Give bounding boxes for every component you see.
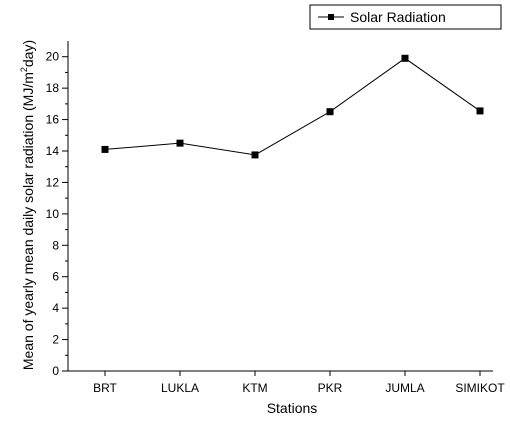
y-tick-label: 2 — [52, 333, 59, 347]
y-tick-label: 10 — [46, 207, 60, 221]
y-tick-label: 18 — [46, 81, 60, 95]
x-axis-title: Stations — [267, 400, 318, 416]
x-tick-label: PKR — [318, 381, 343, 395]
data-point-marker — [326, 108, 334, 116]
y-axis-title-main: Mean of yearly mean daily solar radiatio… — [20, 72, 36, 370]
x-tick-label: KTM — [242, 381, 267, 395]
data-point-marker — [101, 145, 109, 153]
axes — [67, 41, 493, 372]
x-tick-label: JUMLA — [385, 381, 424, 395]
x-tick-label: SIMIKOT — [455, 381, 505, 395]
x-tick-label: BRT — [93, 381, 117, 395]
y-ticks: 0 2 4 6 8 10 12 14 16 18 20 — [46, 50, 68, 378]
series-group — [101, 54, 484, 159]
y-axis-title-sup: 2 — [19, 67, 29, 72]
y-tick-label: 0 — [52, 364, 59, 378]
y-tick-label: 16 — [46, 113, 60, 127]
series-line — [104, 57, 481, 156]
y-tick-label: 12 — [46, 175, 60, 189]
y-tick-label: 6 — [52, 270, 59, 284]
y-tick-label: 20 — [46, 50, 60, 64]
legend-label: Solar Radiation — [350, 9, 446, 25]
x-tick-label: LUKLA — [161, 381, 199, 395]
data-point-marker — [251, 151, 259, 159]
y-tick-label: 8 — [52, 238, 59, 252]
data-point-marker — [176, 139, 184, 147]
data-point-marker — [401, 54, 409, 62]
y-axis-title: Mean of yearly mean daily solar radiatio… — [19, 40, 36, 370]
legend-marker-swatch — [328, 14, 334, 20]
y-tick-label: 14 — [46, 144, 60, 158]
y-axis-title-tail: day) — [20, 40, 36, 67]
y-tick-label: 4 — [52, 301, 59, 315]
data-point-marker — [476, 107, 484, 115]
x-ticks: BRT LUKLA KTM PKR JUMLA SIMIKOT — [93, 371, 505, 395]
legend: Solar Radiation — [309, 4, 502, 30]
